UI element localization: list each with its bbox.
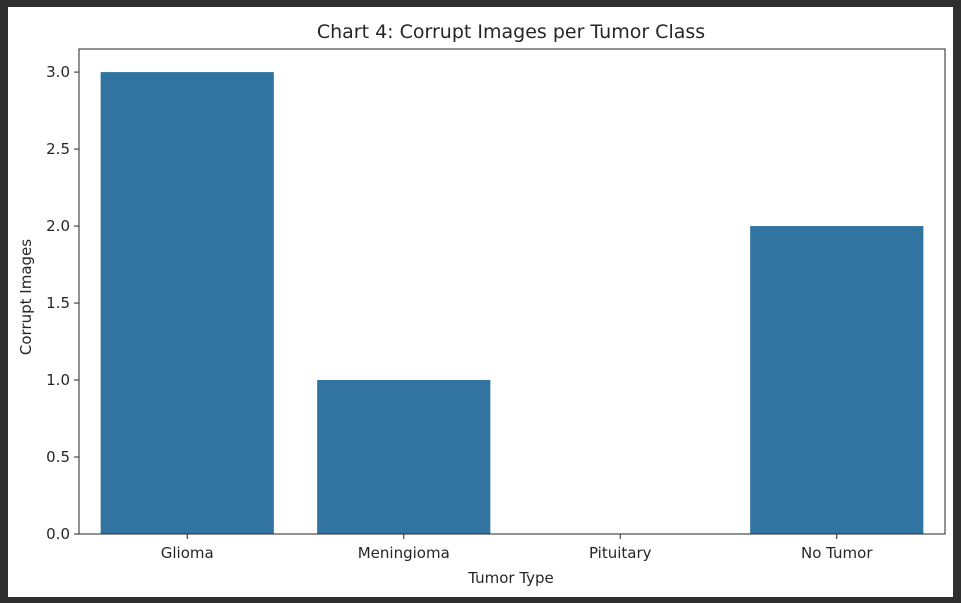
y-tick-label: 0.5 (46, 448, 70, 466)
chart-title: Chart 4: Corrupt Images per Tumor Class (317, 21, 705, 43)
bar-meningioma (317, 380, 491, 534)
y-axis-label: Corrupt Images (17, 239, 35, 355)
bars-layer (100, 72, 924, 535)
y-ticks: 0.0 0.5 1.0 1.5 2.0 2.5 3.0 (46, 63, 79, 543)
y-tick-label: 1.0 (46, 371, 70, 389)
x-tick-label: Meningioma (358, 544, 450, 562)
plot-frame (78, 48, 946, 535)
bar-no-tumor (750, 226, 924, 535)
axes-layer (78, 48, 946, 535)
x-tick-label: Glioma (161, 544, 214, 562)
bar-chart: Chart 4: Corrupt Images per Tumor Class … (17, 21, 946, 587)
y-tick-label: 1.5 (46, 294, 70, 312)
x-tick-label: No Tumor (801, 544, 873, 562)
chart-figure: Chart 4: Corrupt Images per Tumor Class … (8, 7, 953, 597)
y-tick-label: 0.0 (46, 525, 70, 543)
y-tick-label: 2.5 (46, 140, 70, 158)
bar-glioma (100, 72, 274, 534)
x-axis-label: Tumor Type (467, 569, 554, 587)
y-tick-label: 3.0 (46, 63, 70, 81)
x-ticks: Glioma Meningioma Pituitary No Tumor (161, 534, 873, 562)
x-tick-label: Pituitary (589, 544, 652, 562)
y-tick-label: 2.0 (46, 217, 70, 235)
